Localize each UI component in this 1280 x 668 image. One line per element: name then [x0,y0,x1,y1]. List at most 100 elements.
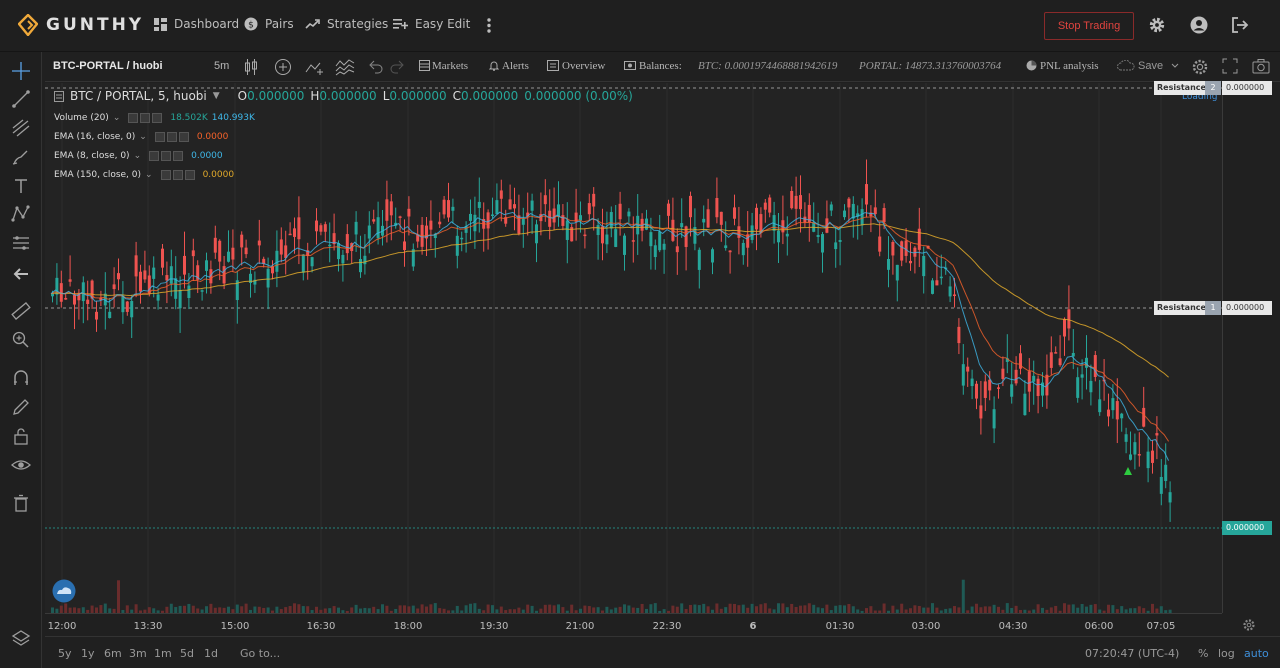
gear-icon[interactable] [1148,16,1166,34]
zoom-in-icon[interactable] [11,330,31,350]
undo-icon[interactable] [367,58,383,76]
range-1d[interactable]: 1d [204,647,218,660]
pnl-analysis-button[interactable]: PNL analysis [1040,60,1099,72]
crosshair-icon[interactable] [11,61,31,81]
layers-icon[interactable] [11,628,31,648]
trend-line-icon[interactable] [11,89,31,109]
resistance-1-label[interactable]: Resistance [1154,301,1209,315]
indicators-icon[interactable] [335,58,355,76]
range-1m[interactable]: 1m [154,647,172,660]
overview-button[interactable]: Overview [562,60,606,72]
range-5y[interactable]: 5y [58,647,72,660]
nav-pairs[interactable]: $ Pairs [244,17,294,31]
ruler-icon[interactable] [11,301,31,321]
volume-bar [759,604,763,613]
fib-tool-icon[interactable] [11,118,31,138]
legend-title[interactable]: BTC / PORTAL, 5, huobi [70,89,207,103]
volume-legend[interactable]: Volume (20) ⌄ 18.502K 140.993K [54,113,255,123]
balances-label[interactable]: Balances: [639,60,682,72]
markets-button[interactable]: Markets [432,60,469,72]
add-indicator-icon[interactable] [274,58,292,76]
trash-icon[interactable] [11,493,31,513]
volume-bar [1120,606,1124,613]
nav-dashboard[interactable]: Dashboard [154,17,239,31]
logout-icon[interactable] [1231,16,1249,34]
chevron-down-icon[interactable] [1171,63,1179,69]
candle-body [1133,442,1137,455]
ema150-line [50,223,1169,378]
candle-body [332,233,336,245]
eye-icon[interactable] [11,455,31,475]
magnet-icon[interactable] [11,368,31,388]
candles-style-icon[interactable] [244,58,258,76]
volume-bar [785,607,789,613]
stop-trading-button[interactable]: Stop Trading [1044,12,1134,40]
volume-bar [975,603,978,613]
legend-buttons[interactable] [149,151,184,161]
range-5d[interactable]: 5d [180,647,194,660]
logo[interactable]: GUNTHY [18,14,144,36]
time-label: 01:30 [825,621,855,632]
volume-bar [988,606,992,613]
compare-icon[interactable] [305,58,325,76]
legend-buttons[interactable] [154,132,189,142]
symbol-search[interactable]: BTC-PORTAL / huobi [53,60,163,72]
chart-toolbar: BTC-PORTAL / huobi 5m Markets Alerts Ove… [45,52,1280,82]
candle-body [649,232,653,247]
volume-bar [196,608,200,613]
volume-bar [165,606,169,613]
legend-buttons[interactable] [160,170,195,180]
chart-settings-icon[interactable] [1191,58,1209,76]
auto-toggle[interactable]: auto [1244,647,1269,660]
lock-icon[interactable] [11,426,31,446]
pattern-tool-icon[interactable] [11,204,31,224]
prediction-tool-icon[interactable] [11,233,31,253]
log-toggle[interactable]: log [1218,647,1235,660]
candle-body [169,266,173,284]
candle-body [737,226,741,238]
resistance-2-price: 0.000000 [1222,81,1272,95]
collapse-legend-icon[interactable] [54,90,64,102]
legend-buttons[interactable] [128,113,163,123]
text-tool-icon[interactable] [11,176,31,196]
candle-body [196,265,200,280]
volume-bar [178,605,182,613]
user-circle-icon[interactable] [1190,16,1208,34]
resistance-2-label[interactable]: Resistance [1154,81,1209,95]
nav-strategies[interactable]: Strategies [305,17,388,31]
playlist-add-icon [393,19,408,29]
axis-settings-icon[interactable] [1242,618,1256,632]
pencil-lock-icon[interactable] [11,397,31,417]
camera-icon[interactable] [1252,58,1270,74]
fullscreen-icon[interactable] [1222,58,1238,74]
tradingview-logo-icon[interactable] [52,579,76,603]
ema8-legend[interactable]: EMA (8, close, 0) ⌄ 0.0000 [54,151,223,161]
save-button[interactable]: Save [1138,60,1164,72]
more-vert-icon[interactable] [487,18,491,33]
volume-bar [715,603,719,613]
range-3m[interactable]: 3m [129,647,147,660]
ema16-legend[interactable]: EMA (16, close, 0) ⌄ 0.0000 [54,132,229,142]
price-chart-area[interactable]: BTC / PORTAL, 5, huobi ▼ O0.000000 H0.00… [45,83,1222,613]
brush-icon[interactable] [11,147,31,167]
range-6m[interactable]: 6m [104,647,122,660]
candlestick-chart[interactable] [45,83,1222,613]
nav-easy-edit[interactable]: Easy Edit [393,17,470,31]
range-1y[interactable]: 1y [81,647,95,660]
time-axis[interactable]: 12:00 13:30 15:00 16:30 18:00 19:30 21:0… [45,613,1222,635]
candle-body [755,207,758,230]
volume-bar [499,606,503,613]
goto-button[interactable]: Go to... [240,647,281,660]
interval-selector[interactable]: 5m [214,60,230,72]
volume-bar [486,604,490,613]
volume-bar [992,604,996,613]
buy-marker-icon[interactable] [1124,467,1132,475]
ema150-legend[interactable]: EMA (150, close, 0) ⌄ 0.0000 [54,170,235,180]
redo-icon[interactable] [390,58,406,76]
volume-bar [548,604,552,613]
volume-bar [935,607,939,613]
candle-body [904,240,908,256]
back-arrow-icon[interactable] [11,264,31,284]
alerts-button[interactable]: Alerts [502,60,529,72]
percent-toggle[interactable]: % [1198,647,1209,660]
